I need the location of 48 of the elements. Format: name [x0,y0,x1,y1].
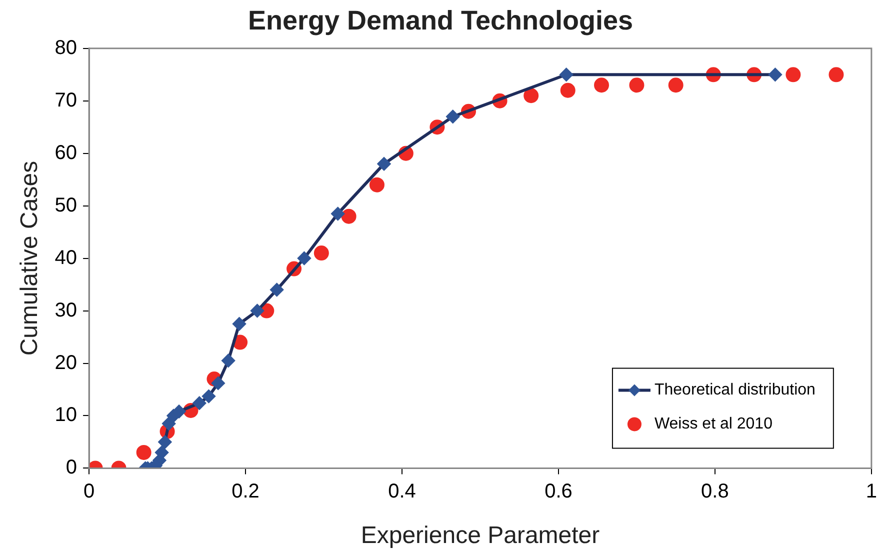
y-tick-label: 50 [54,194,78,216]
point [222,354,235,368]
y-tick-label: 30 [54,299,78,322]
point [369,177,384,192]
legend-label: Weiss et al 2010 [654,416,773,433]
point [136,444,152,460]
y-tick-label: 10 [54,404,78,426]
point [158,435,172,448]
point [155,446,168,459]
point [270,283,284,296]
point [162,417,176,430]
y-tick-label: 60 [54,142,78,164]
chart-title: Energy Demand Technologies [248,6,634,36]
point [828,67,844,82]
point [560,68,573,82]
point [378,157,391,170]
x-tick-label: 0.2 [232,480,260,503]
point [331,207,344,220]
point [768,68,782,82]
point [560,82,576,98]
y-axis-title: Cumulative Cases [16,160,44,356]
y-tick-label: 70 [54,89,78,112]
x-tick-label: 0.6 [544,480,572,503]
point [341,208,356,224]
point [298,252,311,265]
point [446,110,460,124]
y-tick-label: 0 [66,456,78,479]
legend-label: Theoretical distribution [654,382,816,399]
point [172,405,186,418]
x-tick-label: 0.8 [701,480,729,503]
x-axis-title: Experience Parameter [360,522,600,550]
point [594,78,610,93]
point [212,376,225,390]
point [192,396,206,410]
point [629,78,644,93]
y-tick-label: 80 [54,36,78,59]
point [232,317,246,330]
y-tick-label: 20 [54,352,78,374]
point [202,390,216,403]
point [786,67,801,82]
point [250,304,264,318]
x-tick-label: 1 [866,480,877,503]
point [314,246,329,261]
point [668,78,684,93]
y-tick-label: 40 [54,246,78,269]
x-tick-label: 0 [83,480,95,503]
x-tick-label: 0.4 [388,480,416,503]
point [524,88,539,104]
